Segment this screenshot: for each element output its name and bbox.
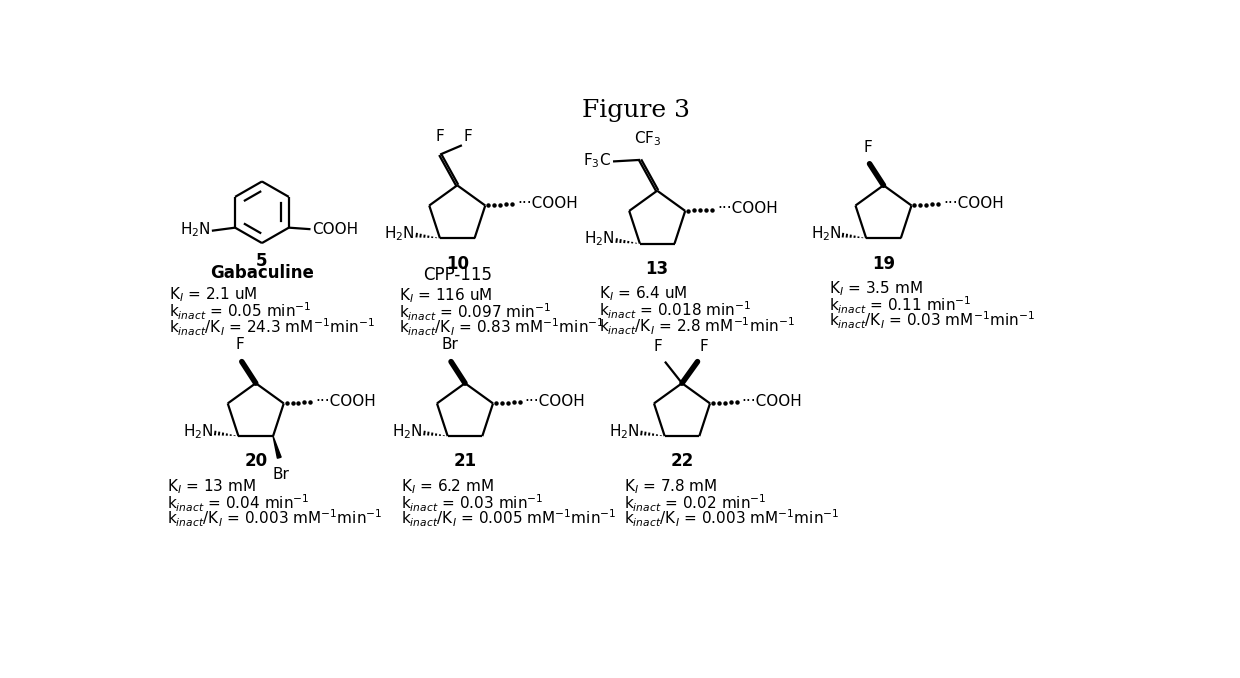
Text: F: F xyxy=(653,339,662,354)
Text: H$_2$N: H$_2$N xyxy=(182,422,213,441)
Text: ···COOH: ···COOH xyxy=(717,201,777,216)
Text: k$_{inact}$/K$_I$ = 0.005 mM$^{-1}$min$^{-1}$: k$_{inact}$/K$_I$ = 0.005 mM$^{-1}$min$^… xyxy=(402,508,618,530)
Text: ···COOH: ···COOH xyxy=(944,196,1004,211)
Text: K$_I$ = 2.1 uM: K$_I$ = 2.1 uM xyxy=(169,285,258,304)
Text: H$_2$N: H$_2$N xyxy=(584,230,615,248)
Text: K$_I$ = 116 uM: K$_I$ = 116 uM xyxy=(399,286,492,305)
Text: 20: 20 xyxy=(244,452,268,471)
Text: ···COOH: ···COOH xyxy=(315,394,376,409)
Text: k$_{inact}$ = 0.05 min$^{-1}$: k$_{inact}$ = 0.05 min$^{-1}$ xyxy=(169,301,311,322)
Text: Br: Br xyxy=(273,467,289,482)
Text: Figure 3: Figure 3 xyxy=(582,99,689,122)
Text: k$_{inact}$/K$_I$ = 24.3 mM$^{-1}$min$^{-1}$: k$_{inact}$/K$_I$ = 24.3 mM$^{-1}$min$^{… xyxy=(169,316,374,338)
Text: F$_3$C: F$_3$C xyxy=(583,151,611,170)
Text: F: F xyxy=(699,339,708,354)
Text: k$_{inact}$/K$_I$ = 0.003 mM$^{-1}$min$^{-1}$: k$_{inact}$/K$_I$ = 0.003 mM$^{-1}$min$^… xyxy=(624,508,839,530)
Text: Gabaculine: Gabaculine xyxy=(210,264,314,282)
Text: K$_I$ = 13 mM: K$_I$ = 13 mM xyxy=(166,477,255,496)
Text: k$_{inact}$/K$_I$ = 0.003 mM$^{-1}$min$^{-1}$: k$_{inact}$/K$_I$ = 0.003 mM$^{-1}$min$^… xyxy=(166,508,382,530)
Text: H$_2$N: H$_2$N xyxy=(392,422,423,441)
Text: k$_{inact}$ = 0.03 min$^{-1}$: k$_{inact}$ = 0.03 min$^{-1}$ xyxy=(402,492,544,514)
Text: 19: 19 xyxy=(872,255,895,273)
Text: K$_I$ = 6.4 uM: K$_I$ = 6.4 uM xyxy=(599,285,688,303)
Text: k$_{inact}$ = 0.097 min$^{-1}$: k$_{inact}$ = 0.097 min$^{-1}$ xyxy=(399,302,552,323)
Text: 21: 21 xyxy=(454,452,476,471)
Text: H$_2$N: H$_2$N xyxy=(609,422,640,441)
Text: k$_{inact}$ = 0.04 min$^{-1}$: k$_{inact}$ = 0.04 min$^{-1}$ xyxy=(166,492,309,514)
Text: F: F xyxy=(464,129,472,144)
Text: ···COOH: ···COOH xyxy=(517,196,578,211)
Text: k$_{inact}$/K$_I$ = 0.83 mM$^{-1}$min$^{-1}$: k$_{inact}$/K$_I$ = 0.83 mM$^{-1}$min$^{… xyxy=(399,317,605,338)
Text: F: F xyxy=(435,129,445,144)
Text: H$_2$N: H$_2$N xyxy=(811,224,842,243)
Text: CF$_3$: CF$_3$ xyxy=(634,129,662,148)
Polygon shape xyxy=(273,436,281,458)
Text: ···COOH: ···COOH xyxy=(742,394,802,409)
Text: Br: Br xyxy=(441,338,458,353)
Text: H$_2$N: H$_2$N xyxy=(180,220,211,239)
Text: 13: 13 xyxy=(646,260,668,278)
Text: K$_I$ = 6.2 mM: K$_I$ = 6.2 mM xyxy=(402,477,495,496)
Text: k$_{inact}$ = 0.018 min$^{-1}$: k$_{inact}$ = 0.018 min$^{-1}$ xyxy=(599,300,751,321)
Text: K$_I$ = 7.8 mM: K$_I$ = 7.8 mM xyxy=(624,477,717,496)
Text: H$_2$N: H$_2$N xyxy=(384,224,415,243)
Text: 22: 22 xyxy=(671,452,693,471)
Text: k$_{inact}$/K$_I$ = 2.8 mM$^{-1}$min$^{-1}$: k$_{inact}$/K$_I$ = 2.8 mM$^{-1}$min$^{-… xyxy=(599,315,795,337)
Text: k$_{inact}$ = 0.02 min$^{-1}$: k$_{inact}$ = 0.02 min$^{-1}$ xyxy=(624,492,766,514)
Text: F: F xyxy=(863,140,873,155)
Text: 10: 10 xyxy=(445,255,469,273)
Text: CPP-115: CPP-115 xyxy=(423,266,492,284)
Text: ···COOH: ···COOH xyxy=(525,394,585,409)
Text: K$_I$ = 3.5 mM: K$_I$ = 3.5 mM xyxy=(830,279,923,298)
Text: COOH: COOH xyxy=(312,222,358,237)
Text: 5: 5 xyxy=(257,252,268,271)
Text: k$_{inact}$/K$_I$ = 0.03 mM$^{-1}$min$^{-1}$: k$_{inact}$/K$_I$ = 0.03 mM$^{-1}$min$^{… xyxy=(830,310,1035,332)
Text: k$_{inact}$ = 0.11 min$^{-1}$: k$_{inact}$ = 0.11 min$^{-1}$ xyxy=(830,295,972,316)
Text: F: F xyxy=(236,338,244,353)
